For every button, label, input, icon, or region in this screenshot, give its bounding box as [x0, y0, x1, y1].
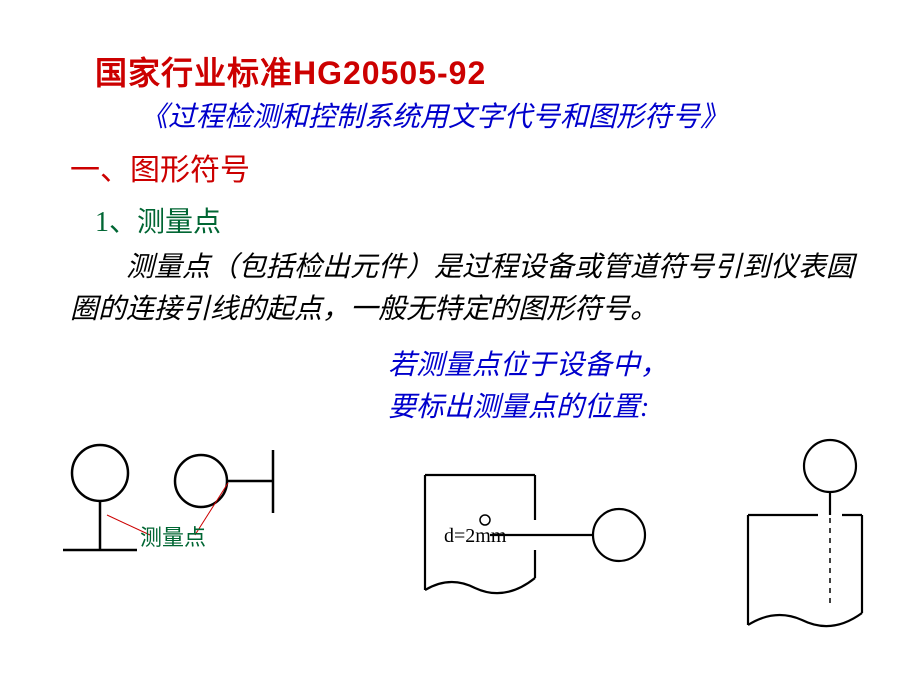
dimension-label: d=2mm: [444, 525, 506, 548]
note-text: 若测量点位于设备中， 要标出测量点的位置:: [388, 345, 668, 429]
body-paragraph: 测量点（包括检出元件）是过程设备或管道符号引到仪表圆圈的连接引线的起点，一般无特…: [70, 247, 860, 331]
subsection-heading: 1、测量点: [95, 200, 221, 240]
section-heading: 一、图形符号: [70, 145, 250, 189]
subtitle: 《过程检测和控制系统用文字代号和图形符号》: [140, 95, 728, 135]
page-title: 国家行业标准HG20505-92: [95, 48, 486, 94]
measure-point-label: 测量点: [140, 520, 206, 552]
figure-vessel-top-circle: [730, 430, 890, 640]
